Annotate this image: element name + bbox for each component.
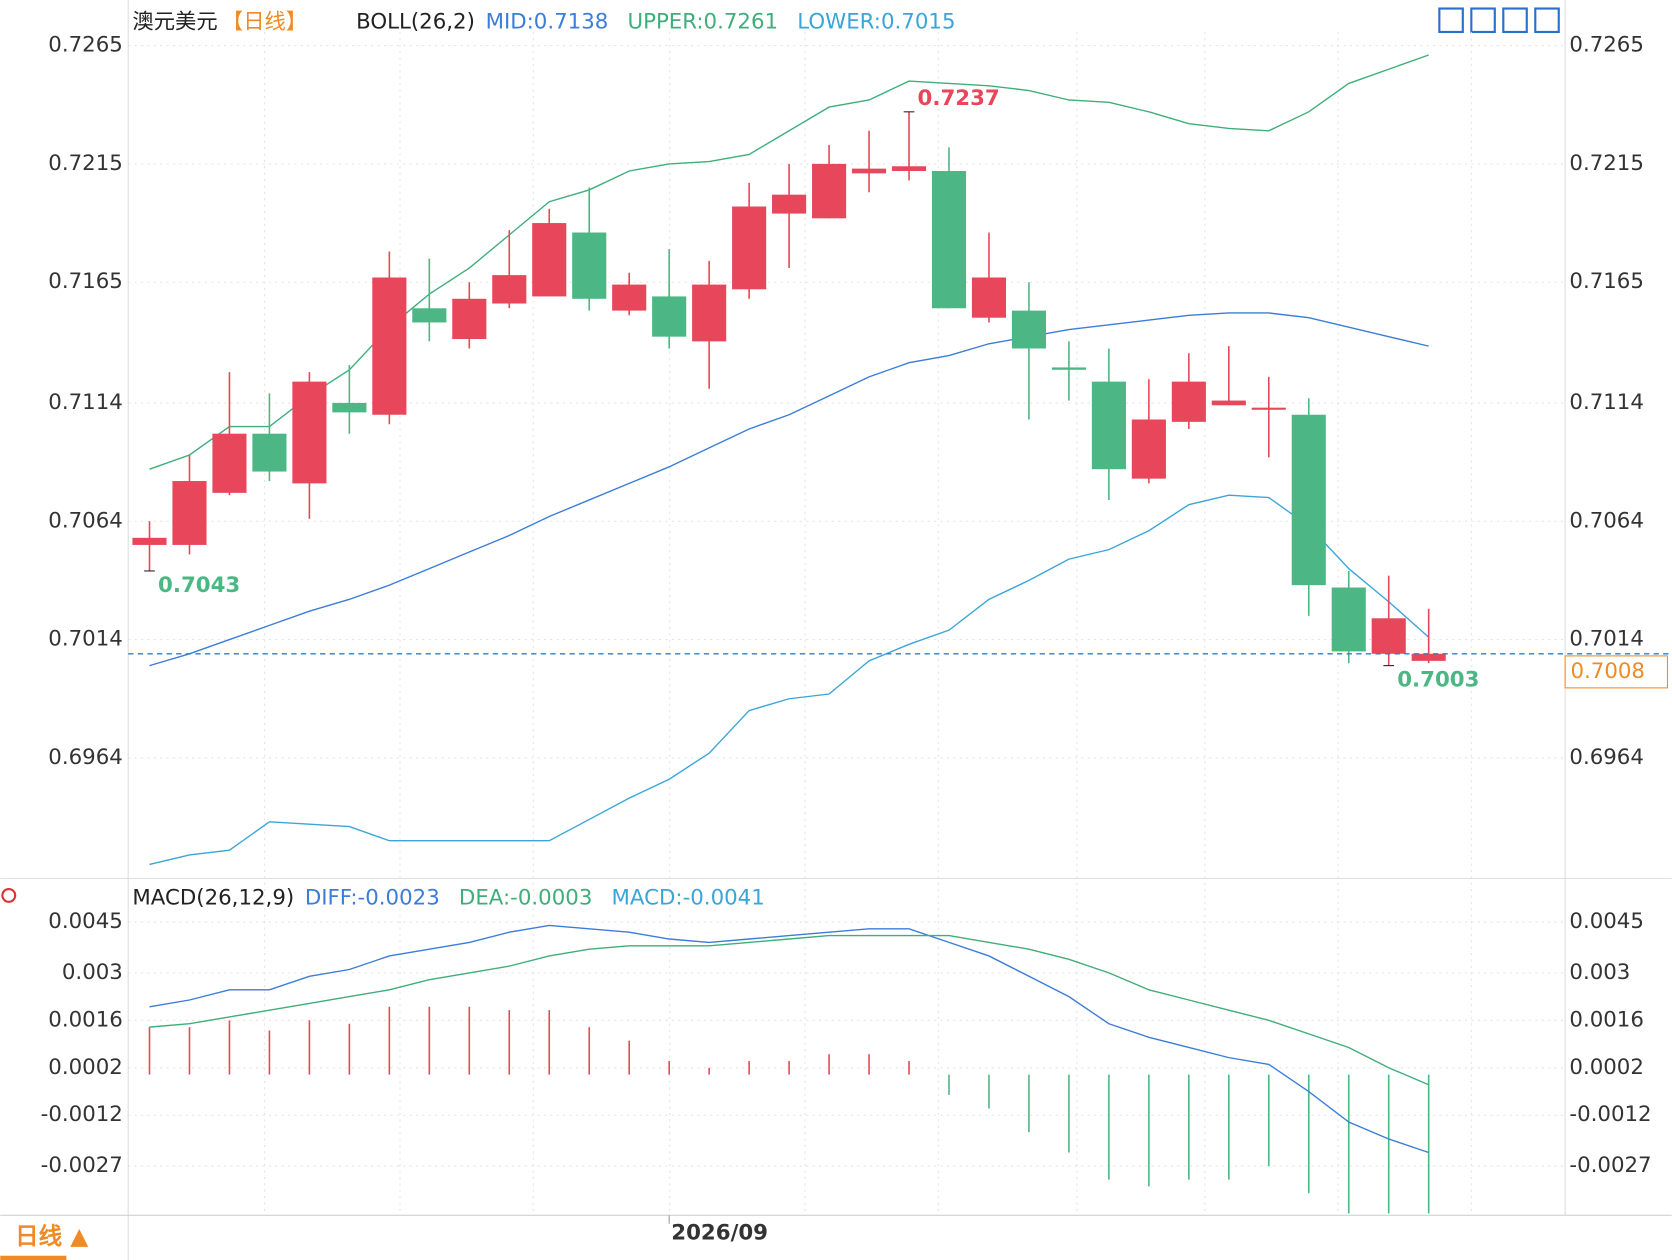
candle-body <box>971 277 1007 318</box>
y-tick-label-right: 0.7114 <box>1569 390 1644 415</box>
candle-body <box>851 168 887 174</box>
candle-body <box>332 402 367 413</box>
legend-entry: DIFF:-0.0023 <box>305 886 440 911</box>
legend-entry: MID:0.7138 <box>486 9 609 34</box>
boll-line <box>149 494 1430 866</box>
candle-body <box>1091 381 1126 470</box>
legend-entry: MACD:-0.0041 <box>612 886 765 911</box>
candle-body <box>292 381 327 484</box>
y-tick-label: 0.0045 <box>48 909 123 934</box>
y-tick-label: 0.0016 <box>48 1007 123 1032</box>
candle-body <box>532 223 567 297</box>
candle-body <box>132 537 167 545</box>
legend-entry: UPPER:0.7261 <box>628 9 779 34</box>
settings-icon[interactable] <box>1 887 17 903</box>
y-tick-label: -0.0027 <box>41 1153 123 1178</box>
tab-underline <box>0 1255 67 1260</box>
y-tick-label: 0.003 <box>62 960 123 985</box>
y-tick-label-right: -0.0012 <box>1569 1102 1651 1127</box>
instrument-title: 澳元美元 <box>132 9 217 34</box>
y-tick-label-right: 0.0045 <box>1569 909 1644 934</box>
legend-entry: LOWER:0.7015 <box>797 9 955 34</box>
candle-body <box>492 275 527 304</box>
candle-body <box>812 163 847 219</box>
y-tick-label: -0.0012 <box>41 1102 123 1127</box>
extreme-label: 0.7043 <box>158 573 240 598</box>
indicator-label: BOLL(26,2) <box>356 9 475 34</box>
indicator-label: MACD(26,12,9) <box>132 886 294 911</box>
y-tick-label-right: 0.0016 <box>1569 1007 1644 1032</box>
last-price-label: 0.7008 <box>1570 659 1645 684</box>
period-label: 【日线】 <box>222 9 307 34</box>
y-tick-label-right: 0.0002 <box>1569 1055 1644 1080</box>
candle-body <box>891 166 927 171</box>
y-tick-label: 0.7215 <box>48 151 123 176</box>
candle-body <box>1211 400 1246 406</box>
candle-body <box>652 296 687 337</box>
candle-body <box>1131 419 1166 479</box>
candle-body <box>1291 414 1326 586</box>
boll-line <box>149 54 1429 470</box>
tool-icon[interactable] <box>1534 7 1560 34</box>
candle-body <box>732 206 767 290</box>
y-tick-label: 0.0002 <box>48 1055 123 1080</box>
y-tick-label-right: 0.6964 <box>1569 745 1644 770</box>
y-tick-label-right: 0.7064 <box>1569 508 1644 533</box>
macd-line <box>149 934 1429 1086</box>
y-tick-label-right: 0.003 <box>1569 960 1630 985</box>
y-tick-label: 0.7014 <box>48 627 123 652</box>
boll-line <box>149 312 1429 667</box>
candle-body <box>1171 381 1206 422</box>
y-tick-label-right: 0.7215 <box>1569 151 1644 176</box>
y-tick-label: 0.7114 <box>48 390 123 415</box>
y-tick-label: 0.7165 <box>48 269 123 294</box>
y-tick-label-right: 0.7014 <box>1569 627 1644 652</box>
candle-body <box>612 284 647 311</box>
candle-body <box>1411 653 1446 661</box>
candle-body <box>212 433 247 493</box>
candle-body <box>1011 310 1046 349</box>
candle-body <box>772 194 807 214</box>
tool-icon[interactable] <box>1502 7 1528 34</box>
candle-body <box>572 232 607 299</box>
legend-entry: DEA:-0.0003 <box>459 886 592 911</box>
candle-body <box>931 170 967 309</box>
extreme-label: 0.7237 <box>918 86 1000 111</box>
candle-body <box>452 298 487 340</box>
candle-body <box>1331 587 1366 652</box>
y-tick-label: 0.7064 <box>48 508 123 533</box>
x-tick-label: 2026/09 <box>671 1220 768 1245</box>
period-tab[interactable]: 日线 ▲ <box>15 1222 88 1250</box>
tool-icon[interactable] <box>1470 7 1496 34</box>
candle-body <box>1251 407 1286 410</box>
candle-body <box>412 308 447 323</box>
y-tick-label-right: 0.7165 <box>1569 269 1644 294</box>
extreme-label: 0.7003 <box>1397 668 1479 693</box>
toolbar-icons[interactable] <box>1438 7 1560 34</box>
candle-body <box>372 277 407 415</box>
y-tick-label: 0.7265 <box>48 33 123 58</box>
y-tick-label-right: 0.7265 <box>1569 33 1644 58</box>
macd-line <box>149 924 1429 1154</box>
candle-body <box>172 481 207 545</box>
y-tick-label-right: -0.0027 <box>1569 1153 1651 1178</box>
y-tick-label: 0.6964 <box>48 745 123 770</box>
last-price-tag <box>1564 655 1669 689</box>
candle-body <box>252 433 287 472</box>
candle-body <box>1371 618 1406 654</box>
tool-icon[interactable] <box>1438 7 1464 34</box>
candle-body <box>1051 367 1086 370</box>
candle-body <box>692 284 727 342</box>
